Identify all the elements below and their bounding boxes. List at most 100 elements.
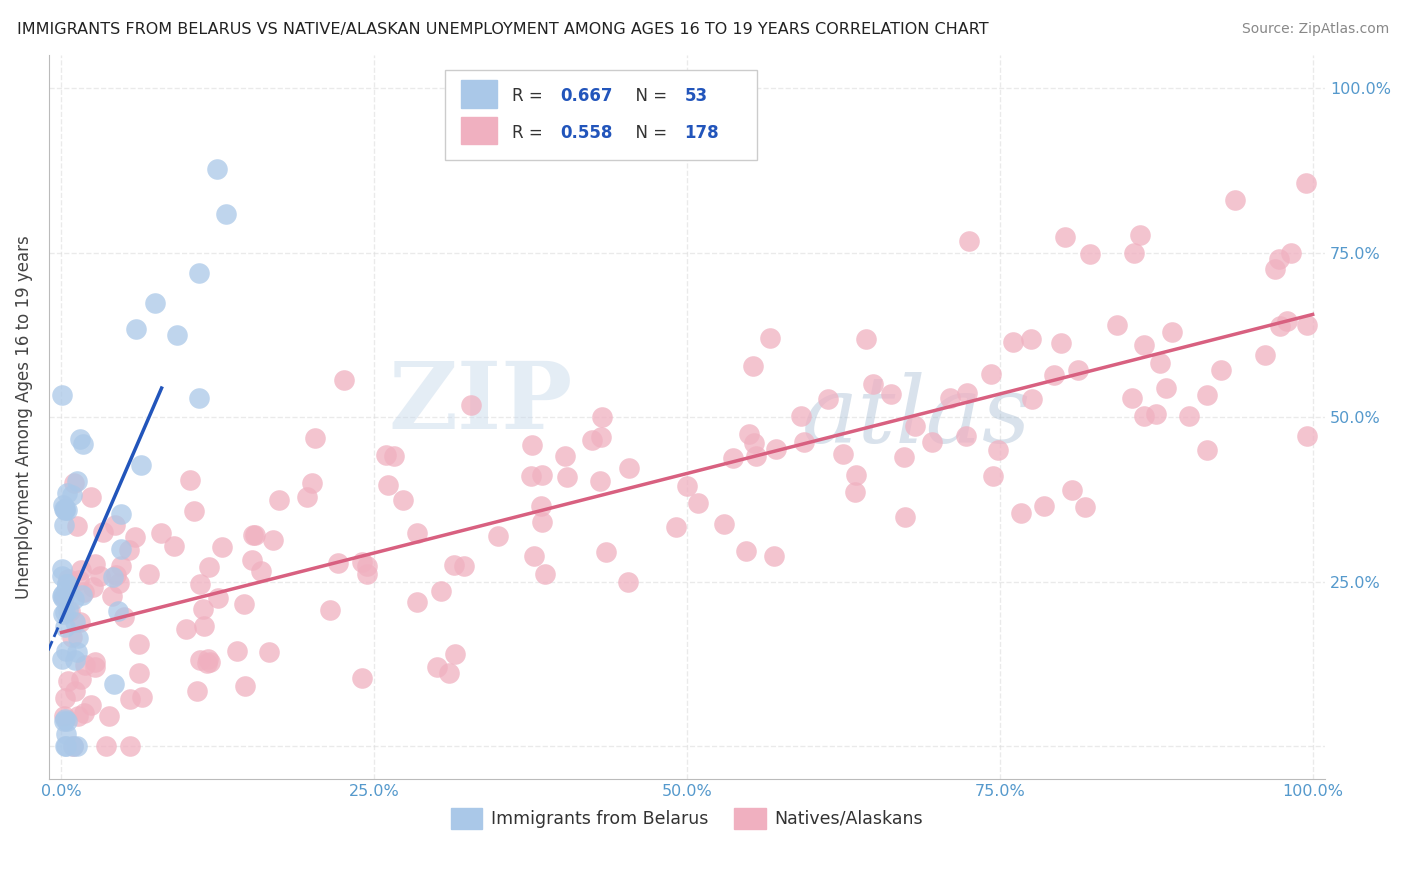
Point xyxy=(63,615,86,629)
Point xyxy=(55,583,77,598)
Point xyxy=(51,652,73,666)
Point xyxy=(1062,483,1084,498)
Point xyxy=(759,331,782,345)
Point xyxy=(112,609,135,624)
Point xyxy=(249,565,271,579)
Point xyxy=(70,588,93,602)
Point xyxy=(51,562,73,576)
Point xyxy=(103,676,125,690)
Point xyxy=(84,655,107,669)
Point xyxy=(1043,368,1066,382)
Point xyxy=(589,430,612,444)
Point xyxy=(1054,229,1077,244)
Point xyxy=(981,469,1004,483)
Point xyxy=(855,332,877,346)
Point xyxy=(66,474,89,488)
Point xyxy=(1021,392,1043,406)
Point xyxy=(429,584,451,599)
Point xyxy=(619,460,641,475)
Point xyxy=(301,475,323,490)
Point xyxy=(1295,176,1317,190)
Point xyxy=(67,574,90,588)
Text: 178: 178 xyxy=(685,124,718,142)
Point xyxy=(1197,387,1219,401)
Point xyxy=(82,580,104,594)
Point xyxy=(103,518,125,533)
Point xyxy=(128,665,150,680)
Point xyxy=(51,569,73,583)
Point xyxy=(53,518,76,533)
Point xyxy=(60,630,83,644)
Point xyxy=(107,604,129,618)
Point xyxy=(1010,506,1032,520)
Point xyxy=(128,637,150,651)
Point xyxy=(187,392,209,406)
Point xyxy=(233,679,256,693)
Point xyxy=(80,490,103,504)
Point xyxy=(1295,429,1317,443)
Point xyxy=(193,618,215,632)
Point xyxy=(382,449,405,463)
Point xyxy=(713,517,735,532)
Point xyxy=(72,437,94,451)
Point xyxy=(186,684,208,698)
Point xyxy=(486,529,509,543)
Point xyxy=(520,468,543,483)
Point xyxy=(1149,356,1171,370)
Point xyxy=(520,438,543,452)
Point xyxy=(200,655,222,669)
Point xyxy=(1133,409,1156,424)
Point xyxy=(63,684,86,698)
Point xyxy=(138,567,160,582)
Point xyxy=(980,367,1002,381)
Point xyxy=(377,477,399,491)
Text: 0.558: 0.558 xyxy=(561,124,613,142)
Point xyxy=(356,559,378,574)
Point xyxy=(318,603,340,617)
Point xyxy=(53,605,76,619)
Text: ZIP: ZIP xyxy=(388,358,572,448)
Point xyxy=(1264,262,1286,277)
Y-axis label: Unemployment Among Ages 16 to 19 years: Unemployment Among Ages 16 to 19 years xyxy=(15,235,32,599)
Point xyxy=(352,555,374,569)
Point xyxy=(69,433,91,447)
Point xyxy=(1107,318,1129,332)
Point xyxy=(262,533,284,547)
Point xyxy=(101,570,124,584)
Point xyxy=(117,543,139,558)
Point xyxy=(765,442,787,456)
Point xyxy=(91,524,114,539)
Point xyxy=(894,509,917,524)
Point xyxy=(1067,363,1090,377)
Point xyxy=(191,601,214,615)
Point xyxy=(179,473,201,487)
Point xyxy=(391,492,413,507)
Point xyxy=(63,475,86,490)
Point xyxy=(1129,228,1152,243)
Point xyxy=(1211,363,1233,377)
Point xyxy=(1268,252,1291,266)
Point xyxy=(143,295,166,310)
Point xyxy=(1033,499,1056,513)
Text: 53: 53 xyxy=(685,87,707,105)
Point xyxy=(956,386,979,401)
Point xyxy=(56,603,79,617)
Text: R =: R = xyxy=(512,124,548,142)
Point xyxy=(735,544,758,558)
Point xyxy=(53,714,76,729)
Point xyxy=(1001,334,1024,349)
Point xyxy=(51,589,73,603)
Point xyxy=(226,644,249,658)
Point xyxy=(233,597,256,611)
Point xyxy=(56,714,79,728)
Point xyxy=(939,391,962,405)
Point xyxy=(763,549,786,564)
Point xyxy=(862,376,884,391)
Point xyxy=(1178,409,1201,424)
Text: R =: R = xyxy=(512,87,548,105)
Point xyxy=(207,591,229,606)
Point xyxy=(957,234,980,248)
Point xyxy=(166,328,188,343)
Point xyxy=(904,418,927,433)
Point xyxy=(595,545,617,559)
